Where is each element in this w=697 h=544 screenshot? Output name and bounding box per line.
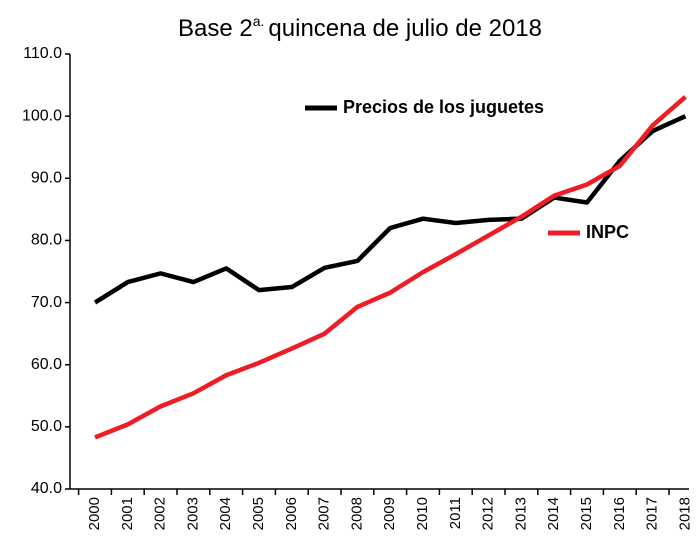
x-tick-label: 2005 [250,497,267,530]
y-tick-label: 40.0 [31,480,62,497]
y-tick-label: 70.0 [31,294,62,311]
subtitle-part: quincena de julio de 2018 [268,15,542,42]
x-tick-label: 2012 [480,497,497,530]
x-tick-label: 2018 [676,497,693,530]
x-tick-label: 2015 [578,497,595,530]
legend-label: Precios de los juguetes [343,97,544,117]
x-tick-label: 2001 [119,497,136,530]
y-tick-label: 60.0 [31,356,62,373]
x-tick-label: 2017 [644,497,661,530]
x-tick-label: 2004 [217,497,234,530]
y-tick-label: 110.0 [23,45,62,62]
x-tick-label: 2014 [545,497,562,530]
x-tick-label: 2007 [316,497,333,530]
x-tick-label: 2006 [283,497,300,530]
x-tick-label: 2010 [414,497,431,530]
x-tick-label: 2013 [512,497,529,530]
x-tick-label: 2011 [447,497,464,529]
x-tick-label: 2009 [381,497,398,530]
x-tick-label: 2016 [611,497,628,530]
x-tick-label: 2003 [184,497,201,530]
x-tick-label: 2000 [86,497,103,530]
series-line [93,114,687,305]
subtitle-part: Base 2 [178,15,253,42]
legend-label: INPC [586,222,629,242]
y-tick-label: 100.0 [22,107,62,124]
x-tick-label: 2008 [348,497,365,530]
chart-subtitle: Base 2a. quincena de julio de 2018 [178,13,542,43]
y-tick-label: 80.0 [31,232,62,249]
y-tick-label: 90.0 [31,170,62,187]
series-line [94,95,687,440]
x-tick-label: 2002 [152,497,169,530]
subtitle-superscript: a. [253,13,265,29]
y-tick-label: 50.0 [31,418,62,435]
